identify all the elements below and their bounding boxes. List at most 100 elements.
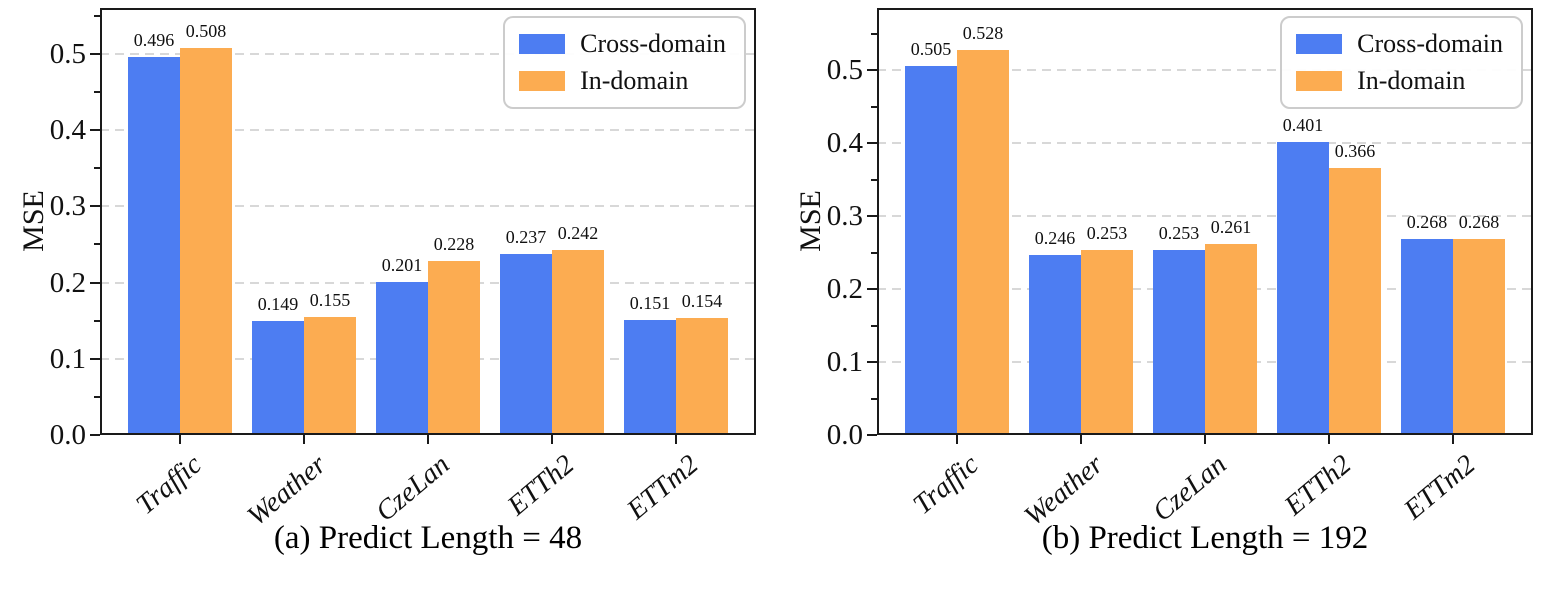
bar-value-label: 0.155	[309, 289, 351, 310]
gridline	[877, 69, 1533, 72]
y-tick	[90, 434, 100, 436]
gridline	[100, 129, 756, 131]
y-minor-tick	[94, 90, 100, 93]
legend-swatch-cross-domain	[1296, 34, 1343, 54]
legend-item-in-domain: In-domain	[1296, 67, 1503, 95]
y-tick-label: 0.0	[826, 419, 863, 451]
bar-cross-domain-weather	[1029, 255, 1081, 435]
y-tick	[867, 215, 877, 218]
y-tick-label: 0.4	[49, 114, 86, 146]
bar-cross-domain-czelan	[376, 281, 428, 435]
bar-cross-domain-etth2	[1277, 142, 1329, 435]
x-tick	[551, 435, 553, 444]
bar-value-label: 0.237	[505, 227, 547, 248]
bar-value-label: 0.366	[1334, 140, 1376, 161]
x-tick	[179, 435, 181, 444]
chart-panel-a: MSE Cross-domain In-domain (a) Predict L…	[0, 0, 776, 590]
legend: Cross-domain In-domain	[1280, 16, 1523, 109]
bar-value-label: 0.268	[1458, 212, 1500, 233]
y-tick-label: 0.5	[826, 54, 863, 87]
y-tick	[90, 129, 100, 131]
x-tick	[1204, 435, 1206, 444]
y-minor-tick	[94, 319, 100, 322]
y-minor-tick	[871, 324, 877, 327]
x-tick-label: CzeLan	[1147, 449, 1233, 528]
bar-value-label: 0.228	[433, 234, 475, 255]
y-tick-label: 0.0	[49, 419, 86, 451]
y-tick-label: 0.3	[826, 200, 863, 233]
y-tick	[90, 357, 100, 360]
legend-item-cross-domain: Cross-domain	[1296, 30, 1503, 58]
legend: Cross-domain In-domain	[503, 16, 746, 109]
bar-value-label: 0.201	[381, 254, 423, 275]
bar-in-domain-traffic	[180, 47, 232, 435]
y-tick-label: 0.5	[49, 37, 86, 70]
gridline	[100, 205, 756, 208]
bar-cross-domain-czelan	[1153, 250, 1205, 435]
y-minor-tick	[871, 105, 877, 108]
bar-value-label: 0.268	[1406, 212, 1448, 233]
legend-label-in-domain: In-domain	[580, 66, 689, 95]
y-tick	[90, 281, 100, 284]
y-tick-label: 0.1	[826, 346, 863, 378]
bar-value-label: 0.496	[133, 29, 175, 50]
bar-value-label: 0.528	[962, 22, 1004, 43]
bar-in-domain-czelan	[428, 261, 480, 435]
y-minor-tick	[871, 251, 877, 254]
x-tick	[675, 435, 677, 444]
x-tick	[427, 435, 429, 444]
bar-value-label: 0.154	[681, 290, 723, 311]
y-tick	[867, 69, 877, 72]
y-tick	[867, 142, 877, 145]
x-tick	[1328, 435, 1330, 444]
x-tick-label: Traffic	[907, 449, 985, 521]
bar-in-domain-weather	[1081, 250, 1133, 435]
bar-cross-domain-ettm2	[1401, 239, 1453, 435]
gridline	[100, 52, 756, 55]
bar-in-domain-traffic	[957, 49, 1009, 435]
x-tick-label: ETTm2	[1397, 449, 1481, 526]
bar-in-domain-etth2	[552, 250, 604, 435]
bar-cross-domain-weather	[252, 321, 304, 435]
bar-in-domain-weather	[304, 316, 356, 435]
bar-in-domain-ettm2	[676, 317, 728, 435]
bar-value-label: 0.401	[1282, 115, 1324, 136]
bar-value-label: 0.261	[1210, 217, 1252, 238]
y-tick-label: 0.2	[49, 266, 86, 299]
x-tick	[1452, 435, 1454, 444]
bar-value-label: 0.151	[629, 292, 671, 313]
x-tick	[303, 435, 305, 444]
bar-cross-domain-ettm2	[624, 319, 676, 435]
bar-value-label: 0.246	[1034, 228, 1076, 249]
y-minor-tick	[871, 32, 877, 35]
bar-value-label: 0.242	[557, 223, 599, 244]
bar-in-domain-etth2	[1329, 167, 1381, 435]
legend-label-cross-domain: Cross-domain	[580, 29, 726, 58]
y-tick-label: 0.3	[49, 190, 86, 223]
plot-area	[877, 8, 1533, 435]
x-tick-label: ETTm2	[620, 449, 704, 526]
chart-caption: (b) Predict Length = 192	[1041, 520, 1369, 556]
legend-label-cross-domain: Cross-domain	[1357, 29, 1503, 58]
legend-swatch-in-domain	[519, 71, 566, 91]
bar-value-label: 0.505	[910, 39, 952, 60]
x-tick-label: ETTh2	[501, 449, 580, 522]
y-minor-tick	[871, 178, 877, 181]
y-tick	[867, 361, 877, 363]
x-tick	[1080, 435, 1082, 444]
legend-swatch-in-domain	[1296, 71, 1343, 91]
bar-cross-domain-etth2	[500, 254, 552, 435]
y-minor-tick	[871, 397, 877, 400]
plot-area	[100, 8, 756, 435]
bar-value-label: 0.508	[185, 20, 227, 41]
chart-panel-b: MSE Cross-domain In-domain (b) Predict L…	[777, 0, 1553, 590]
x-tick-label: Traffic	[130, 449, 208, 521]
bar-value-label: 0.253	[1158, 223, 1200, 244]
y-minor-tick	[94, 395, 100, 398]
legend-label-in-domain: In-domain	[1357, 66, 1466, 95]
bar-value-label: 0.253	[1086, 223, 1128, 244]
y-minor-tick	[94, 14, 100, 17]
legend-item-cross-domain: Cross-domain	[519, 30, 726, 58]
legend-swatch-cross-domain	[519, 34, 566, 54]
